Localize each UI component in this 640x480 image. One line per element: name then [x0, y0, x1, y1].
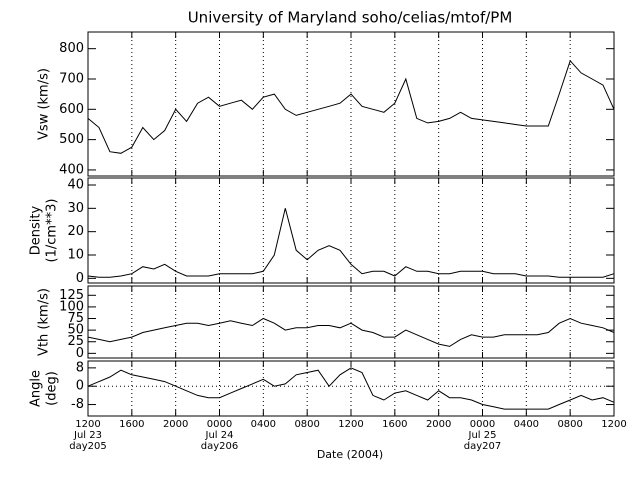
x-day-label: day205 [69, 441, 106, 452]
x-tick-label: 0000 [207, 419, 232, 430]
x-tick-label: 1200 [338, 419, 363, 430]
y-tick-label: 125 [59, 288, 84, 303]
y-tick-label: 10 [67, 248, 84, 263]
y-axis-label: Density [29, 205, 44, 255]
x-tick-label: 0400 [514, 419, 539, 430]
y-axis-label: (deg) [45, 371, 60, 406]
y-axis-label: (1/cm**3) [45, 199, 60, 263]
y-tick-label: 20 [67, 224, 84, 239]
x-tick-label: 0000 [470, 419, 495, 430]
data-line [87, 59, 615, 154]
y-tick-label: 800 [59, 41, 84, 56]
x-tick-label: 1200 [75, 419, 100, 430]
y-tick-label: 30 [67, 201, 84, 216]
y-tick-label: 0 [76, 379, 84, 394]
x-tick-label: 0800 [294, 419, 319, 430]
y-tick-label: 75 [67, 311, 84, 326]
x-day-label: day206 [201, 441, 238, 452]
y-tick-label: 0 [76, 346, 84, 361]
x-date-label: Jul 25 [468, 430, 497, 441]
x-tick-label: 1600 [119, 419, 144, 430]
y-axis-label: Angle [29, 370, 44, 407]
x-axis-label: Date (2004) [317, 448, 383, 461]
y-tick-label: 400 [59, 162, 84, 177]
y-tick-label: 25 [67, 334, 84, 349]
x-date-label: Jul 23 [73, 430, 102, 441]
y-axis-label: Vth (km/s) [37, 288, 52, 356]
y-tick-label: 500 [59, 132, 84, 147]
x-tick-label: 0400 [251, 419, 276, 430]
x-date-label: Jul 24 [205, 430, 234, 441]
y-tick-label: 700 [59, 71, 84, 86]
y-tick-label: -8 [71, 397, 84, 412]
y-tick-label: 100 [59, 299, 84, 314]
y-tick-label: 40 [67, 178, 84, 193]
x-tick-label: 0800 [557, 419, 582, 430]
data-line [87, 317, 615, 347]
y-tick-label: 8 [76, 360, 84, 375]
x-tick-label: 2000 [163, 419, 188, 430]
data-line [87, 208, 615, 278]
data-line [87, 367, 615, 410]
y-tick-label: 0 [76, 271, 84, 286]
chart-title: University of Maryland soho/celias/mtof/… [188, 9, 513, 27]
x-tick-label: 1200 [601, 419, 626, 430]
x-tick-label: 1600 [382, 419, 407, 430]
x-tick-label: 2000 [426, 419, 451, 430]
y-tick-label: 50 [67, 323, 84, 338]
y-tick-label: 600 [59, 102, 84, 117]
x-day-label: day207 [464, 441, 501, 452]
y-axis-label: Vsw (km/s) [37, 68, 52, 140]
